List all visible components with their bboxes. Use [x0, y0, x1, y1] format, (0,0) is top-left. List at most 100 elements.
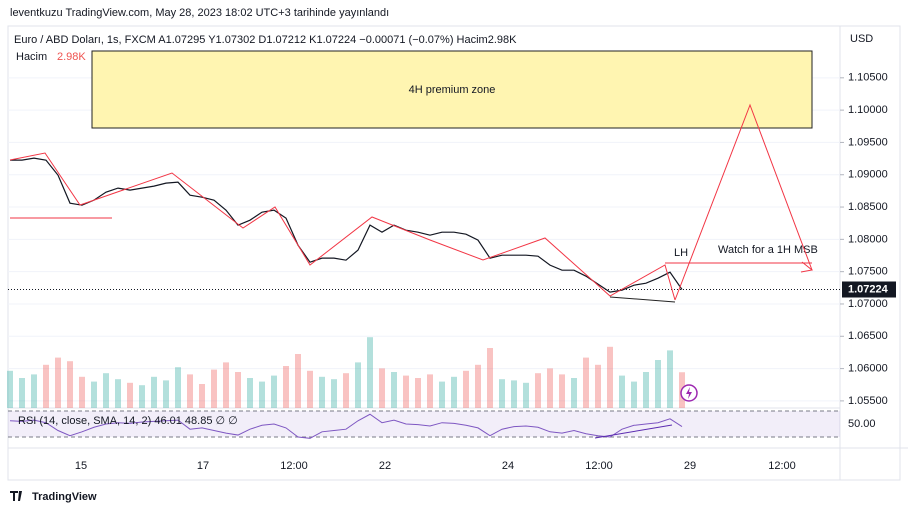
volume-bar	[235, 372, 241, 408]
volume-bar	[151, 376, 157, 408]
x-tick-label: 12:00	[768, 460, 796, 472]
rsi-tick-label: 50.00	[848, 418, 876, 430]
volume-bar	[595, 364, 601, 408]
volume-bar	[427, 374, 433, 408]
rsi-label: RSI (14, close, SMA, 14, 2) 46.01 48.85 …	[18, 415, 238, 427]
price-line	[10, 157, 683, 293]
volume-bar	[379, 368, 385, 408]
volume-bar	[43, 364, 49, 408]
volume-bar	[511, 380, 517, 408]
rsi-band	[8, 411, 840, 437]
volume-bar	[463, 370, 469, 408]
legend-volume-value: 2.98K	[57, 51, 86, 63]
y-tick-label: 1.10500	[848, 72, 888, 84]
volume-bar	[223, 362, 229, 408]
volume-bar	[415, 378, 421, 408]
volume-bar	[67, 361, 73, 408]
volume-bar	[319, 376, 325, 408]
rsi-line	[9, 413, 683, 439]
x-tick-label: 29	[684, 460, 696, 472]
volume-bar	[211, 369, 217, 408]
y-tick-label: 1.07000	[848, 298, 888, 310]
y-tick-label: 1.06500	[848, 330, 888, 342]
volume-bar	[175, 367, 181, 408]
volume-bar	[547, 368, 553, 408]
lh-label: LH	[674, 247, 688, 259]
y-tick-label: 1.10000	[848, 104, 888, 116]
volume-bar	[367, 337, 373, 408]
x-tick-label: 17	[197, 460, 209, 472]
volume-bar	[31, 374, 37, 408]
volume-bar	[643, 372, 649, 408]
y-tick-label: 1.07500	[848, 266, 888, 278]
volume-bar	[259, 381, 265, 408]
volume-bar	[559, 374, 565, 408]
volume-bar	[475, 364, 481, 408]
x-tick-label: 12:00	[585, 460, 613, 472]
volume-bar	[523, 382, 529, 408]
volume-bar	[79, 376, 85, 408]
volume-bar	[19, 378, 25, 408]
y-tick-label: 1.09500	[848, 136, 888, 148]
drawings	[9, 103, 814, 301]
divergence-line	[609, 296, 676, 303]
volume-bar	[451, 376, 457, 408]
volume-bar	[535, 373, 541, 408]
volume-bar	[355, 362, 361, 408]
volume-bar	[127, 382, 133, 408]
volume-bar	[7, 370, 13, 408]
volume-bar	[439, 381, 445, 408]
volume-bar	[667, 350, 673, 408]
arrow-head	[800, 261, 814, 273]
alert-bolt	[686, 387, 692, 399]
zigzag	[9, 152, 676, 301]
volume-bar	[487, 348, 493, 408]
legend-volume-name: Hacim	[16, 51, 47, 63]
volume-bar	[331, 379, 337, 408]
x-tick-label: 22	[379, 460, 391, 472]
y-tick-label: 1.06000	[848, 362, 888, 374]
volume-bar	[607, 346, 613, 408]
volume-bar	[247, 378, 253, 408]
current-price-box	[842, 281, 896, 298]
footer-brand: TradingView	[32, 491, 97, 503]
y-tick-label: 1.05500	[848, 395, 888, 407]
x-tick-label: 15	[75, 460, 87, 472]
x-tick-label: 12:00	[280, 460, 308, 472]
volume-bar	[571, 378, 577, 408]
footer-logo	[10, 491, 22, 501]
y-tick-label: 1.09000	[848, 169, 888, 181]
chart-frame	[7, 25, 901, 481]
volume-bar	[55, 357, 61, 408]
volume-bar	[391, 372, 397, 408]
volume-bar	[163, 380, 169, 408]
currency: USD	[850, 33, 873, 45]
y-tick-label: 1.08000	[848, 233, 888, 245]
volume-bar	[655, 360, 661, 408]
volume-bar	[403, 375, 409, 408]
header-title: leventkuzu TradingView.com, May 28, 2023…	[10, 7, 389, 19]
legend-symbol: Euro / ABD Doları, 1s, FXCM A1.07295 Y1.…	[14, 34, 517, 46]
volume-bar	[91, 381, 97, 408]
volume-bar	[619, 375, 625, 408]
volume-bar	[187, 374, 193, 408]
volume-bar	[139, 385, 145, 408]
volume-bar	[283, 366, 289, 408]
volume-bar	[115, 379, 121, 408]
volume-bar	[103, 373, 109, 408]
volume-bar	[583, 357, 589, 408]
volume-bar	[499, 379, 505, 408]
volume-bar	[295, 354, 301, 408]
volume-bar	[199, 384, 205, 408]
premium-zone	[91, 50, 813, 129]
rsi-divergence-line	[594, 424, 673, 439]
msb-label: Watch for a 1H MSB	[718, 244, 818, 256]
volume-bar	[631, 381, 637, 408]
projection	[674, 103, 813, 301]
y-tick-label: 1.08500	[848, 201, 888, 213]
volume-bar	[271, 375, 277, 408]
volume-bar	[307, 370, 313, 408]
zone-label: 4H premium zone	[409, 84, 496, 96]
volume-bar	[343, 373, 349, 408]
